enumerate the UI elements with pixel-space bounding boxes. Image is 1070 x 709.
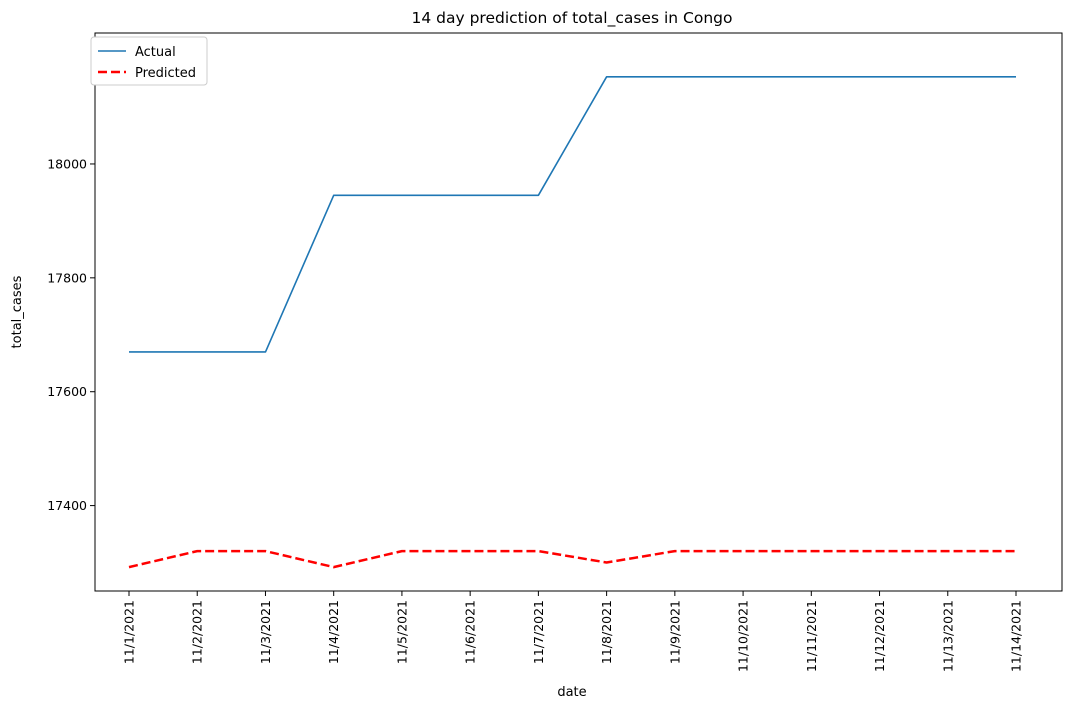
x-tick-label: 11/2/2021 <box>190 600 205 664</box>
plot-frame <box>94 32 1063 592</box>
legend: Actual Predicted <box>90 36 208 86</box>
x-tick-label: 11/8/2021 <box>599 600 614 664</box>
x-tick-label: 11/6/2021 <box>463 600 478 664</box>
x-tick-label: 11/9/2021 <box>667 600 682 664</box>
x-tick-label: 11/11/2021 <box>804 600 819 672</box>
y-axis-title: total_cases <box>10 275 25 348</box>
y-tick-label: 17800 <box>47 270 87 285</box>
x-tick-label: 11/5/2021 <box>394 600 409 664</box>
x-tick-label: 11/7/2021 <box>531 600 546 664</box>
series-line-actual <box>129 76 1016 353</box>
x-tick-label: 11/14/2021 <box>1009 600 1024 672</box>
series-line-predicted <box>128 549 1016 569</box>
x-tick-label: 11/13/2021 <box>940 600 955 672</box>
x-tick-label: 11/12/2021 <box>872 600 887 672</box>
x-tick-label: 11/10/2021 <box>736 600 751 672</box>
x-tick-label: 11/3/2021 <box>258 600 273 664</box>
chart-title: 14 day prediction of total_cases in Cong… <box>412 9 733 28</box>
legend-label-predicted: Predicted <box>135 66 196 81</box>
y-tick-label: 18000 <box>47 156 87 171</box>
y-tick-label: 17400 <box>47 498 87 513</box>
x-axis-title: date <box>557 685 586 700</box>
legend-label-actual: Actual <box>135 45 176 60</box>
x-tick-label: 11/4/2021 <box>326 600 341 664</box>
x-tick-label: 11/1/2021 <box>122 600 137 664</box>
y-tick-label: 17600 <box>47 384 87 399</box>
